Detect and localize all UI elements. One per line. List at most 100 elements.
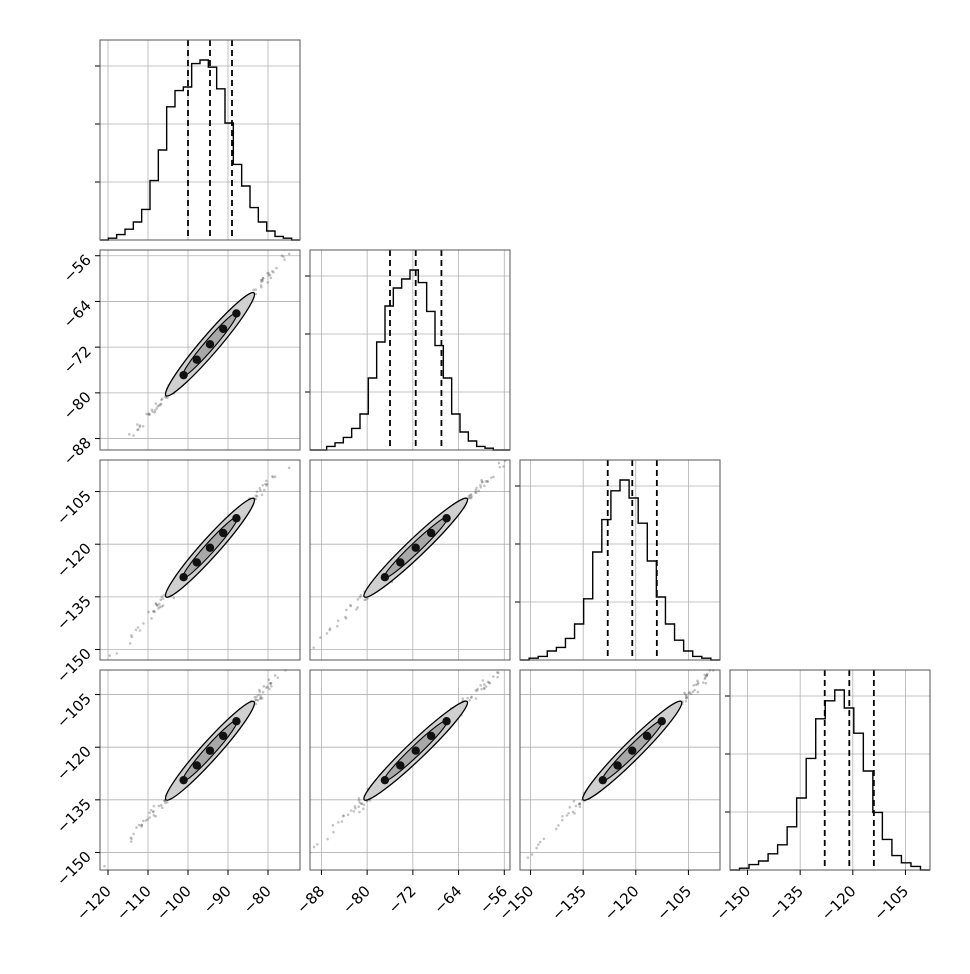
sample-point	[328, 628, 332, 632]
sample-point	[705, 674, 708, 677]
sample-point	[467, 494, 471, 498]
sample-point	[158, 404, 161, 407]
density-blob	[179, 572, 188, 582]
panel-frame	[99, 669, 301, 871]
sample-point	[269, 681, 273, 685]
sample-point	[349, 604, 353, 608]
sample-point	[704, 681, 708, 685]
density-blob	[205, 543, 215, 552]
sample-point	[496, 675, 499, 679]
sample-point	[346, 813, 350, 817]
sample-point	[336, 619, 340, 623]
sample-point	[568, 806, 572, 809]
sample-point	[578, 802, 582, 805]
sample-point	[557, 824, 560, 827]
density-blob	[219, 731, 228, 741]
sample-point	[332, 830, 335, 834]
sample-point	[469, 496, 473, 500]
sample-point	[474, 689, 478, 692]
sample-point	[696, 681, 700, 684]
density-blob	[642, 731, 652, 741]
sample-point	[155, 407, 158, 410]
sample-point	[262, 488, 266, 492]
sample-point	[701, 681, 705, 684]
sample-point	[154, 814, 158, 818]
sample-point	[254, 497, 258, 500]
panel-frame	[729, 669, 931, 871]
sample-point	[172, 596, 176, 600]
panel-frame	[519, 459, 721, 661]
sample-point	[165, 801, 169, 804]
sample-point	[148, 816, 152, 819]
sample-point	[161, 604, 165, 607]
sample-point	[356, 606, 359, 609]
sample-point	[703, 677, 707, 680]
density-blob	[657, 717, 666, 726]
sample-point	[480, 478, 483, 482]
sample-point	[486, 479, 489, 483]
x-tick-label: −105	[653, 882, 695, 924]
panel-frame	[309, 669, 511, 871]
sample-point	[486, 680, 490, 684]
sample-point	[696, 690, 700, 694]
sample-point	[254, 288, 258, 291]
panel-frame	[309, 459, 511, 661]
sample-point	[358, 801, 361, 804]
y-tick-label: −120	[53, 539, 95, 581]
sample-point	[364, 598, 368, 601]
sample-point	[356, 598, 360, 601]
sample-point	[479, 483, 482, 487]
sample-point	[255, 698, 258, 702]
sample-point	[150, 617, 153, 620]
sample-point	[258, 690, 262, 693]
y-tick-label: −80	[60, 388, 95, 423]
sample-point	[705, 674, 708, 678]
sample-point	[159, 598, 163, 602]
sample-point	[138, 425, 142, 429]
sample-point	[502, 465, 505, 468]
sample-point	[129, 840, 133, 843]
sample-point	[336, 624, 339, 628]
sample-point	[270, 685, 273, 688]
y-tick-label: −150	[53, 645, 95, 687]
sample-point	[282, 255, 285, 259]
density-blob	[628, 746, 637, 755]
density-blob	[411, 746, 420, 755]
sample-point	[483, 484, 486, 488]
sample-point	[265, 484, 268, 487]
sample-point	[560, 818, 564, 822]
sample-point	[685, 696, 688, 700]
y-tick-label: −105	[53, 690, 95, 732]
x-tick-label: −135	[765, 882, 807, 924]
sample-point	[565, 814, 569, 817]
sample-point	[267, 274, 270, 277]
sample-point	[360, 802, 363, 805]
sample-point	[530, 853, 534, 856]
density-blob	[442, 514, 451, 523]
sample-point	[160, 595, 164, 598]
sample-point	[260, 697, 264, 700]
sample-point	[498, 465, 502, 469]
sample-point	[146, 818, 150, 821]
sample-point	[468, 493, 472, 497]
sample-point	[154, 602, 158, 605]
density-blob	[192, 761, 201, 770]
sample-point	[159, 403, 162, 406]
sample-point	[254, 292, 258, 296]
panel-3-2: −150 −135 −120 −105	[495, 668, 721, 924]
x-tick-label: −64	[430, 882, 465, 917]
y-tick-label: −64	[60, 297, 95, 332]
sample-point	[342, 814, 345, 817]
sample-point	[561, 815, 564, 818]
sample-point	[476, 687, 479, 691]
y-tick-label: −56	[60, 251, 95, 286]
sample-point	[152, 814, 156, 817]
sample-point	[254, 494, 258, 498]
sample-point	[151, 610, 155, 613]
x-tick-label: −80	[339, 882, 374, 917]
sample-point	[268, 687, 271, 691]
sample-point	[138, 629, 142, 632]
sample-point	[475, 689, 479, 692]
panel-2-2	[515, 459, 721, 661]
sample-point	[258, 688, 261, 692]
